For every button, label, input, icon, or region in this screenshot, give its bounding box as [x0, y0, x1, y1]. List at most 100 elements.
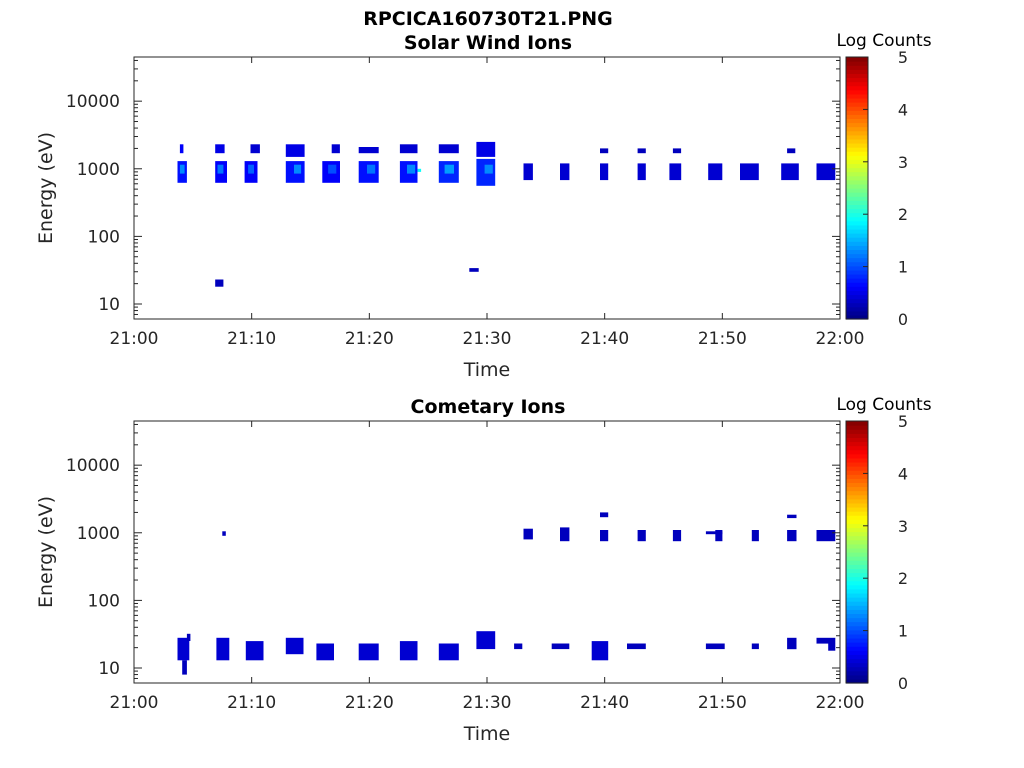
- y-tick-label: 100: [88, 591, 120, 611]
- heatmap-cell: [600, 530, 609, 542]
- y-tick-label: 10000: [66, 92, 120, 112]
- colorbar-band: [846, 445, 868, 451]
- solar-wind-heatmap-cells: [177, 141, 836, 287]
- heatmap-cell: [816, 637, 836, 644]
- heatmap-cell: [294, 164, 302, 174]
- cometary-heatmap-cells: [177, 512, 836, 675]
- heatmap-cell: [250, 144, 260, 154]
- colorbar-band: [846, 584, 868, 590]
- heatmap-cell: [514, 643, 523, 650]
- colorbar-band: [846, 97, 868, 103]
- heatmap-cell: [751, 643, 759, 650]
- colorbar-band: [846, 625, 868, 631]
- colorbar-band: [846, 478, 868, 483]
- colorbar-band: [846, 658, 868, 664]
- colorbar-tick-label: 1: [898, 258, 908, 277]
- colorbar-band: [846, 69, 868, 74]
- colorbar-band: [846, 249, 868, 255]
- heatmap-cell: [216, 637, 230, 661]
- cometary-panel: Cometary Ions 21:00 21:10 21:20 21:30 21:40 2…: [35, 395, 932, 745]
- heatmap-cell: [179, 164, 185, 174]
- colorbar-tick-label: 4: [898, 464, 908, 483]
- solar-wind-axes-frame: [133, 56, 841, 320]
- colorbar-band: [846, 204, 868, 210]
- colorbar-band: [846, 57, 868, 62]
- heatmap-cell: [715, 530, 723, 542]
- heatmap-cell: [316, 643, 334, 661]
- colorbar-band: [846, 515, 868, 520]
- colorbar-band: [846, 588, 868, 594]
- colorbar-band: [846, 159, 868, 165]
- heatmap-cell: [637, 530, 646, 542]
- heatmap-cell: [669, 163, 682, 181]
- colorbar-band: [846, 200, 868, 205]
- colorbar-band: [846, 441, 868, 447]
- colorbar-band: [846, 89, 868, 95]
- cometary-colorbar-title: Log Counts: [836, 395, 931, 415]
- colorbar-band: [846, 429, 868, 434]
- colorbar-band: [846, 106, 868, 111]
- heatmap-cell: [816, 163, 836, 181]
- colorbar-band: [846, 179, 868, 185]
- heatmap-cell: [476, 631, 496, 650]
- solar-wind-colorbar: 0 1 2 3 4 5: [845, 48, 908, 329]
- heatmap-cell: [672, 530, 682, 542]
- colorbar-band: [846, 147, 868, 152]
- colorbar-band: [846, 175, 868, 181]
- x-tick-label: 21:20: [345, 329, 394, 349]
- heatmap-cell: [591, 641, 609, 661]
- x-tick-label: 21:20: [345, 693, 394, 713]
- colorbar-band: [846, 126, 868, 132]
- colorbar-band: [846, 646, 868, 651]
- colorbar-band: [846, 633, 868, 639]
- colorbar-band: [846, 564, 868, 569]
- colorbar-band: [846, 490, 868, 496]
- heatmap-cell: [787, 514, 797, 519]
- colorbar-tick-label: 4: [898, 100, 908, 119]
- colorbar-band: [846, 314, 868, 320]
- colorbar-band: [846, 543, 868, 549]
- heatmap-cell: [215, 279, 224, 287]
- colorbar-band: [846, 535, 868, 541]
- colorbar-band: [846, 597, 868, 602]
- colorbar-band: [846, 290, 868, 296]
- solar-wind-y-label: Energy (eV): [35, 132, 57, 244]
- heatmap-cell: [708, 163, 723, 181]
- colorbar-band: [846, 568, 868, 574]
- heatmap-cell: [248, 164, 254, 174]
- colorbar-tick-label: 3: [898, 517, 908, 536]
- heatmap-cell: [285, 637, 304, 655]
- heatmap-cell: [476, 141, 496, 157]
- y-tick-label: 1000: [77, 160, 120, 180]
- heatmap-cell: [358, 147, 379, 154]
- colorbar-band: [846, 449, 868, 455]
- colorbar-band: [846, 674, 868, 680]
- colorbar-frame: [845, 420, 869, 684]
- colorbar-band: [846, 188, 868, 193]
- colorbar-band: [846, 421, 868, 426]
- heatmap-cell: [740, 163, 759, 181]
- colorbar-band: [846, 650, 868, 655]
- heatmap-cell: [637, 148, 646, 154]
- heatmap-cell: [399, 641, 418, 661]
- colorbar-band: [846, 556, 868, 561]
- x-tick-label: 21:50: [698, 329, 747, 349]
- heatmap-cell: [399, 144, 418, 154]
- heatmap-cell: [672, 148, 682, 154]
- heatmap-cell: [417, 168, 422, 172]
- colorbar-tick-label: 1: [898, 622, 908, 641]
- colorbar-band: [846, 486, 868, 492]
- colorbar-band: [846, 678, 868, 684]
- colorbar-band: [846, 494, 868, 500]
- heatmap-cell: [523, 163, 533, 181]
- colorbar-band: [846, 73, 868, 79]
- y-tick-label: 10000: [66, 456, 120, 476]
- colorbar-band: [846, 613, 868, 619]
- colorbar-band: [846, 637, 868, 643]
- y-tick-label: 1000: [77, 524, 120, 544]
- x-tick-label: 21:40: [580, 693, 629, 713]
- x-tick-label: 21:50: [698, 693, 747, 713]
- colorbar-band: [846, 433, 868, 438]
- heatmap-cell: [787, 530, 797, 542]
- cometary-y-label: Energy (eV): [35, 496, 57, 608]
